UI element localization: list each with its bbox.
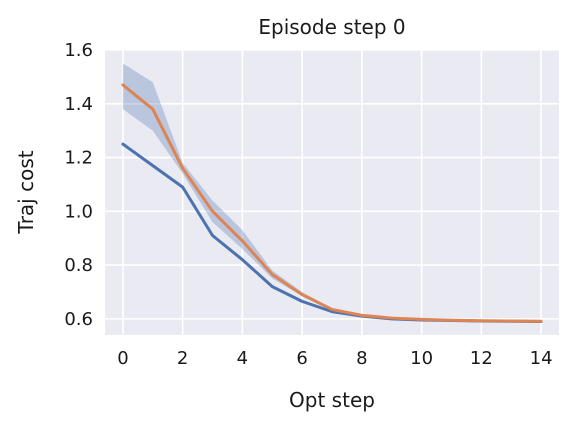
- chart-title: Episode step 0: [258, 15, 405, 39]
- plot-area: [105, 50, 559, 335]
- x-tick-label: 4: [237, 348, 248, 369]
- x-tick-label: 10: [410, 348, 433, 369]
- x-tick-label: 12: [470, 348, 493, 369]
- series-line-2: [121, 83, 543, 323]
- x-tick-label: 14: [530, 348, 553, 369]
- y-tick-label: 0.6: [64, 309, 93, 330]
- y-tick-label: 0.8: [64, 255, 93, 276]
- x-tick-label: 8: [356, 348, 367, 369]
- y-tick-label: 1.2: [64, 148, 93, 169]
- y-tick-label: 1.0: [64, 201, 93, 222]
- series-lines-layer: [121, 83, 543, 324]
- x-tick-labels: 0 2 4 6 8 10 12 14: [117, 348, 552, 369]
- y-axis-label: Traj cost: [14, 150, 38, 234]
- x-axis-label: Opt step: [289, 388, 375, 412]
- y-tick-label: 1.6: [64, 40, 93, 61]
- x-tick-label: 2: [177, 348, 188, 369]
- grid-lines: [105, 49, 559, 335]
- x-tick-label: 0: [117, 348, 128, 369]
- y-tick-label: 1.4: [64, 94, 93, 115]
- x-tick-label: 6: [296, 348, 307, 369]
- y-tick-labels: 0.6 0.8 1.0 1.2 1.4 1.6: [64, 40, 93, 330]
